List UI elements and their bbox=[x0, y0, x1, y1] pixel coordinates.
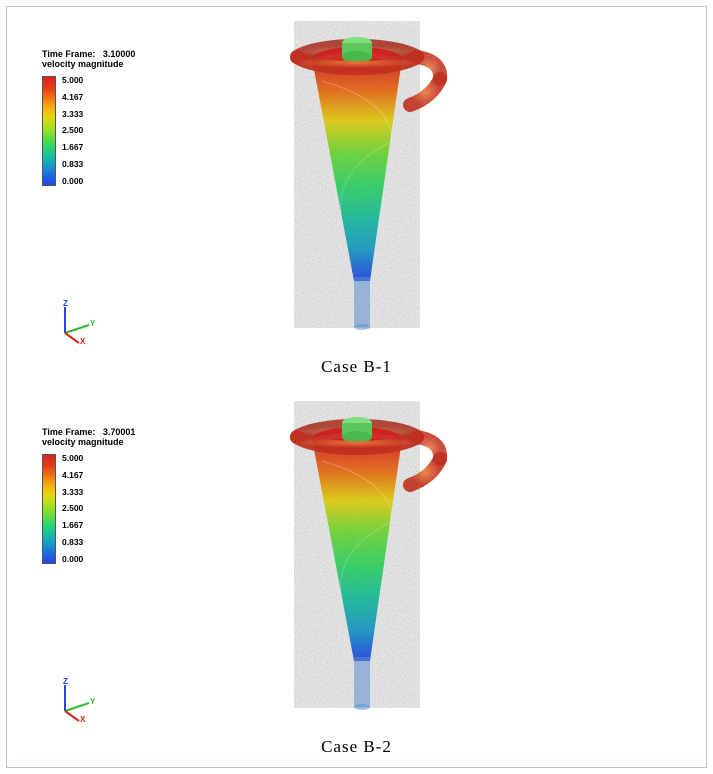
axes-triad: Z Y X bbox=[49, 675, 97, 723]
cyclone-render bbox=[242, 401, 472, 721]
figure-frame: Time Frame: 3.10000 velocity magnitude bbox=[6, 6, 707, 768]
legend-title: Time Frame: 3.10000 velocity magnitude bbox=[42, 49, 135, 70]
tick: 5.000 bbox=[62, 454, 83, 463]
tick: 1.667 bbox=[62, 143, 83, 152]
tick: 3.333 bbox=[62, 488, 83, 497]
legend: Time Frame: 3.70001 velocity magnitude bbox=[42, 427, 135, 564]
colorbar bbox=[42, 454, 56, 564]
colorbar-ticks: 5.000 4.167 3.333 2.500 1.667 0.833 0.00… bbox=[62, 76, 83, 186]
tick: 4.167 bbox=[62, 471, 83, 480]
panel-case-b2: Time Frame: 3.70001 velocity magnitude bbox=[7, 387, 706, 769]
panel-caption: Case B-2 bbox=[7, 737, 706, 757]
legend-title-line1: Time Frame: 3.10000 bbox=[42, 49, 135, 59]
legend-title-line2: velocity magnitude bbox=[42, 437, 124, 447]
axes-triad: Z Y X bbox=[49, 297, 97, 345]
colorbar bbox=[42, 76, 56, 186]
legend-body: 5.000 4.167 3.333 2.500 1.667 0.833 0.00… bbox=[42, 76, 135, 186]
legend-title-line2: velocity magnitude bbox=[42, 59, 124, 69]
axis-x-label: X bbox=[80, 715, 86, 723]
tick: 0.833 bbox=[62, 160, 83, 169]
inlet-front bbox=[410, 459, 440, 485]
tick: 1.667 bbox=[62, 521, 83, 530]
legend: Time Frame: 3.10000 velocity magnitude bbox=[42, 49, 135, 186]
tick: 0.833 bbox=[62, 538, 83, 547]
legend-body: 5.000 4.167 3.333 2.500 1.667 0.833 0.00… bbox=[42, 454, 135, 564]
panel-caption: Case B-1 bbox=[7, 357, 706, 377]
legend-title: Time Frame: 3.70001 velocity magnitude bbox=[42, 427, 135, 448]
panel-case-b1: Time Frame: 3.10000 velocity magnitude bbox=[7, 7, 706, 387]
axis-y-label: Y bbox=[90, 319, 96, 328]
underflow-cap bbox=[354, 704, 370, 710]
axis-z-label: Z bbox=[63, 299, 68, 308]
colorbar-ticks: 5.000 4.167 3.333 2.500 1.667 0.833 0.00… bbox=[62, 454, 83, 564]
colorbar-svg bbox=[43, 455, 55, 563]
tick: 3.333 bbox=[62, 110, 83, 119]
inlet-front bbox=[410, 79, 440, 105]
underflow-cap bbox=[354, 324, 370, 330]
axis-z-label: Z bbox=[63, 677, 68, 686]
axis-y-label: Y bbox=[90, 697, 96, 706]
tick: 4.167 bbox=[62, 93, 83, 102]
tick: 2.500 bbox=[62, 504, 83, 513]
axis-x-label: X bbox=[80, 337, 86, 345]
underflow-stem bbox=[354, 657, 370, 707]
legend-title-line1: Time Frame: 3.70001 bbox=[42, 427, 135, 437]
tick: 2.500 bbox=[62, 126, 83, 135]
underflow-stem bbox=[354, 277, 370, 327]
tick: 5.000 bbox=[62, 76, 83, 85]
colorbar-svg bbox=[43, 77, 55, 185]
cyclone-render bbox=[242, 21, 472, 341]
tick: 0.000 bbox=[62, 177, 83, 186]
tick: 0.000 bbox=[62, 555, 83, 564]
